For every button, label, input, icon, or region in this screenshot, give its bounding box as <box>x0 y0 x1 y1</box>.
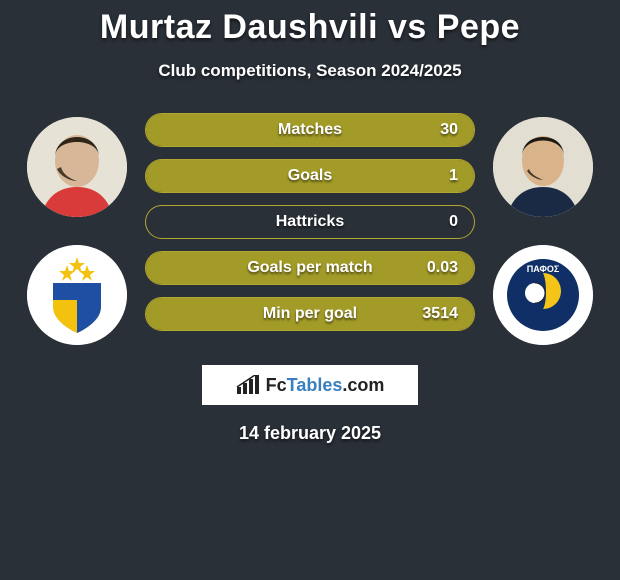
bar-label: Matches <box>202 121 418 139</box>
brand-text: FcTables.com <box>266 375 385 396</box>
bar-right-value: 0.03 <box>418 259 458 277</box>
player-left-avatar <box>27 117 127 217</box>
bar-text: Goals per match 0.03 <box>146 252 474 284</box>
stat-bar: Hattricks 0 <box>145 205 475 239</box>
stat-bar: Min per goal 3514 <box>145 297 475 331</box>
left-side <box>27 111 127 345</box>
chart-bars-icon <box>236 375 260 395</box>
brand-com: .com <box>342 375 384 395</box>
bar-right-value: 30 <box>418 121 458 139</box>
club-right-crest: ΠΑΦΟΣ <box>493 245 593 345</box>
infographic-root: Murtaz Daushvili vs Pepe Club competitio… <box>0 0 620 444</box>
club-right-icon: ΠΑΦΟΣ <box>493 245 593 345</box>
svg-text:ΠΑΦΟΣ: ΠΑΦΟΣ <box>527 264 560 274</box>
club-left-crest <box>27 245 127 345</box>
bar-right-value: 0 <box>418 213 458 231</box>
bar-right-value: 3514 <box>418 305 458 323</box>
right-side: ΠΑΦΟΣ <box>493 111 593 345</box>
bar-text: Min per goal 3514 <box>146 298 474 330</box>
bar-text: Matches 30 <box>146 114 474 146</box>
stat-bar: Matches 30 <box>145 113 475 147</box>
page-subtitle: Club competitions, Season 2024/2025 <box>0 61 620 81</box>
player-left-icon <box>27 117 127 217</box>
brand-fc: Fc <box>266 375 287 395</box>
bar-label: Hattricks <box>202 213 418 231</box>
page-title: Murtaz Daushvili vs Pepe <box>0 8 620 47</box>
comparison-row: Matches 30 Goals 1 Hattr <box>0 111 620 345</box>
bar-text: Goals 1 <box>146 160 474 192</box>
stat-bar: Goals per match 0.03 <box>145 251 475 285</box>
stat-bars: Matches 30 Goals 1 Hattr <box>145 111 475 331</box>
bar-right-value: 1 <box>418 167 458 185</box>
stat-bar: Goals 1 <box>145 159 475 193</box>
club-left-icon <box>27 245 127 345</box>
bar-label: Goals per match <box>202 259 418 277</box>
bar-label: Goals <box>202 167 418 185</box>
date-text: 14 february 2025 <box>0 423 620 444</box>
player-right-avatar <box>493 117 593 217</box>
brand-tables: Tables <box>287 375 343 395</box>
player-right-icon <box>493 117 593 217</box>
brand-badge: FcTables.com <box>202 365 418 405</box>
bar-text: Hattricks 0 <box>146 206 474 238</box>
bar-label: Min per goal <box>202 305 418 323</box>
